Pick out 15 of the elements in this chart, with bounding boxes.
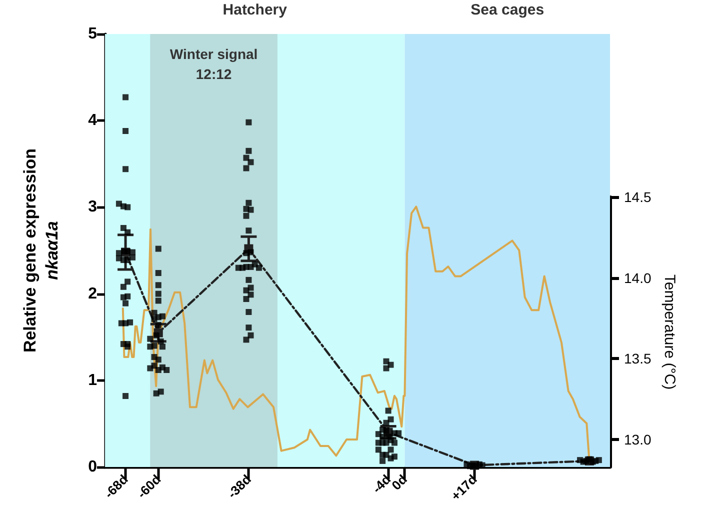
y-tick-label: 2 — [88, 285, 98, 302]
y2-axis-title: Temperature (°C) — [661, 274, 678, 390]
y-tick-label: 5 — [88, 26, 98, 42]
y-tick-label: 1 — [88, 372, 98, 389]
y-axis-title: Relative gene expression nkaα1a — [20, 148, 62, 353]
y-tick-label: 0 — [88, 458, 98, 476]
band-label: Winter signal 12:12 — [170, 46, 258, 82]
y-tick-label: 4 — [88, 112, 98, 130]
y2-tick-label: 13.0 — [624, 432, 652, 448]
y-tick-label: 3 — [88, 198, 98, 216]
y2-tick-label: 14.5 — [624, 189, 652, 205]
y2-tick-label: 13.5 — [624, 350, 652, 367]
y2-tick-label: 14.0 — [624, 270, 652, 286]
band-label: Hatchery — [222, 2, 288, 18]
band-label: Sea cages — [470, 2, 544, 18]
